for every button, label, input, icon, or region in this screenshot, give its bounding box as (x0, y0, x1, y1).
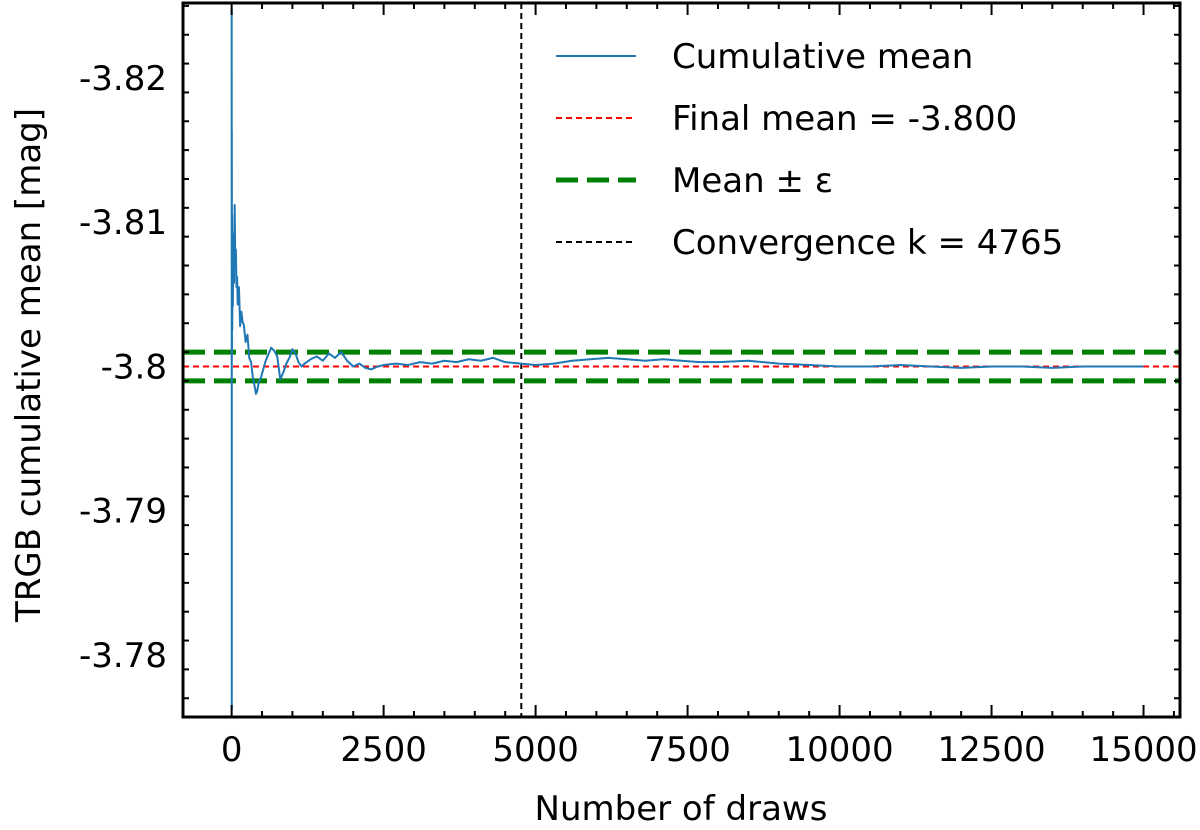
plot-frame (181, 1, 1182, 719)
plot-area (183, 3, 1180, 717)
y-tick-label: -3.79 (79, 492, 167, 532)
x-tick-label: 0 (221, 730, 243, 770)
x-tick-label: 12500 (937, 730, 1045, 770)
x-tick-label: 15000 (1089, 730, 1197, 770)
legend: Cumulative mean Final mean = -3.800 Mean ±… (556, 37, 1063, 263)
y-tick-label: -3.81 (79, 203, 167, 243)
axes-frame (181, 1, 1182, 719)
x-tick-label: 7500 (644, 730, 731, 770)
legend-label-cumulative: Cumulative mean (672, 37, 973, 77)
cumulative-mean-line (230, 8, 1144, 711)
legend-label-convergence: Convergence k = 4765 (672, 223, 1063, 263)
y-tick-label: -3.8 (101, 347, 167, 387)
y-axis-label: TRGB cumulative mean [mag] (9, 108, 49, 623)
legend-label-final_mean: Final mean = -3.800 (672, 99, 1017, 139)
x-axis-label: Number of draws (535, 789, 828, 829)
y-tick-label: -3.78 (79, 636, 167, 676)
y-tick-label: -3.82 (79, 59, 167, 99)
axis-ticks: 0 2500 5000 7500 10000 12500 15000 -3.82 -3.81 -3… (79, 3, 1198, 770)
x-tick-label: 10000 (785, 730, 893, 770)
x-tick-label: 2500 (340, 730, 427, 770)
x-tick-label: 5000 (492, 730, 579, 770)
legend-label-band: Mean ± ε (672, 161, 833, 201)
